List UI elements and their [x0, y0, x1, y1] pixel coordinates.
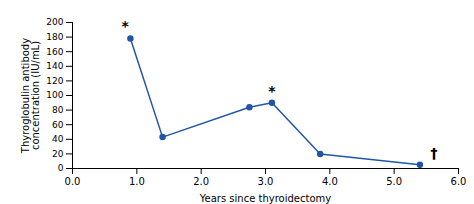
svg-text:*: * [122, 18, 130, 34]
svg-text:6.0: 6.0 [451, 176, 467, 187]
svg-text:3.0: 3.0 [258, 176, 274, 187]
svg-text:80: 80 [52, 105, 64, 115]
svg-text:200: 200 [46, 17, 63, 27]
svg-text:Thyroglobulin antibodyconcentr: Thyroglobulin antibodyconcentration (IU/… [20, 38, 41, 154]
svg-text:0: 0 [58, 163, 64, 173]
svg-text:*: * [268, 83, 276, 99]
svg-text:20: 20 [52, 149, 64, 159]
svg-text:†: † [431, 145, 438, 161]
svg-text:1.0: 1.0 [129, 176, 145, 187]
svg-text:0.0: 0.0 [65, 176, 81, 187]
svg-text:Years since thyroidectomy: Years since thyroidectomy [199, 193, 331, 204]
svg-text:4.0: 4.0 [322, 176, 338, 187]
svg-text:120: 120 [46, 76, 63, 86]
svg-text:180: 180 [46, 32, 63, 42]
svg-text:100: 100 [46, 90, 63, 100]
svg-text:40: 40 [52, 134, 64, 144]
svg-text:5.0: 5.0 [386, 176, 402, 187]
svg-text:140: 140 [46, 61, 63, 71]
svg-text:60: 60 [52, 120, 64, 130]
svg-text:160: 160 [46, 47, 63, 57]
svg-text:2.0: 2.0 [193, 176, 209, 187]
